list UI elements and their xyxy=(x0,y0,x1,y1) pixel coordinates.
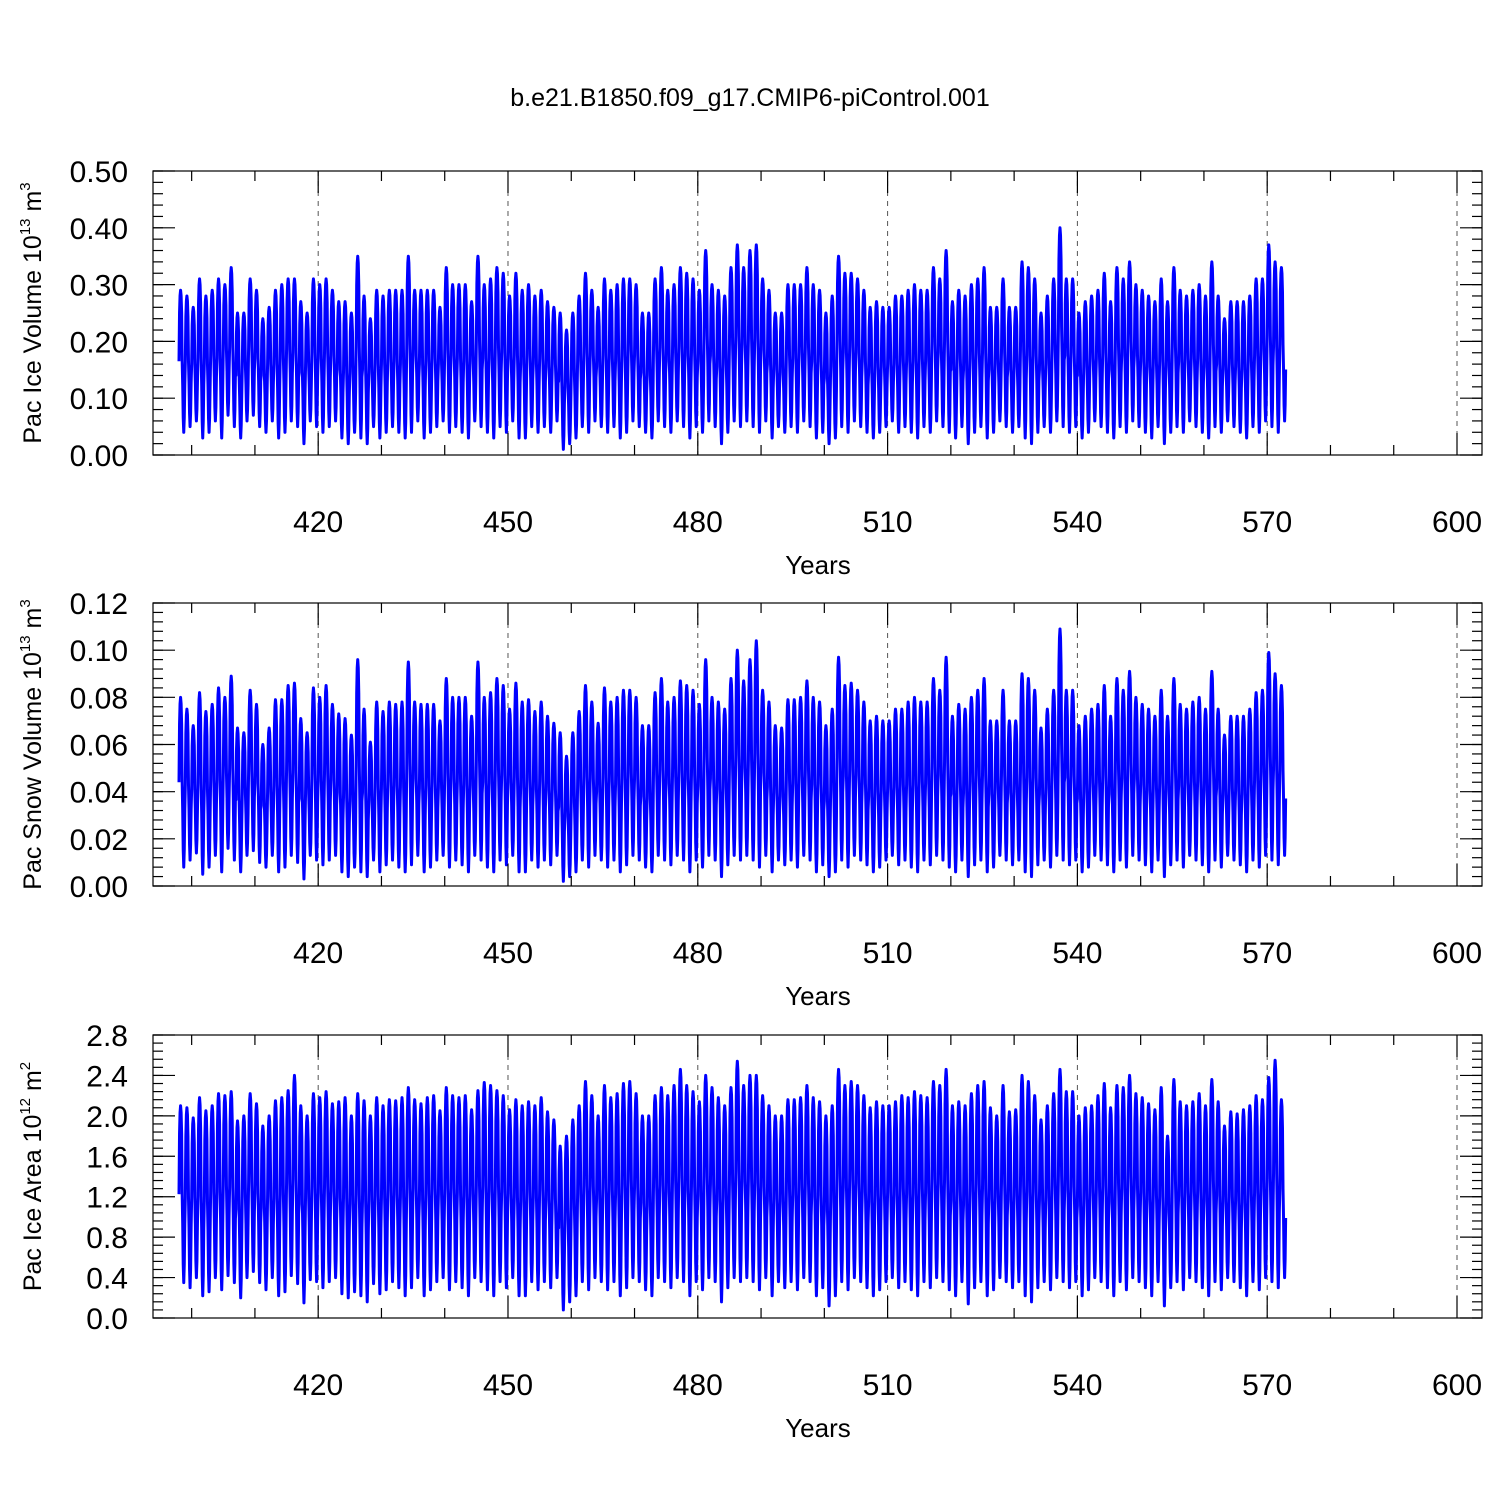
y-tick-label: 0.4 xyxy=(86,1263,128,1296)
plot-frame xyxy=(152,170,1483,456)
x-axis-label: Years xyxy=(785,1413,851,1443)
x-tick-label: 510 xyxy=(863,506,913,539)
y-label-superscript: 13 xyxy=(17,635,34,652)
series-line-3 xyxy=(177,1058,1288,1312)
y-tick-label: 0.12 xyxy=(70,588,128,621)
x-tick-label: 600 xyxy=(1432,937,1482,970)
y-tick-label: 0.30 xyxy=(70,270,128,303)
series-line-2 xyxy=(177,627,1288,883)
y-tick-label: 0.08 xyxy=(70,682,128,715)
x-tick-label: 420 xyxy=(293,937,343,970)
y-tick-label: 0.10 xyxy=(70,383,128,416)
y-tick-label: 0.20 xyxy=(70,326,128,359)
x-tick-label: 450 xyxy=(483,937,533,970)
chart-panel-3: 0.0 0.4 0.8 1.2 1.6 2.0 2.4 2.8 420 450 480 510 540 5… xyxy=(17,1020,1483,1443)
y-tick-label: 0.00 xyxy=(70,440,128,473)
x-tick-label: 540 xyxy=(1052,506,1102,539)
y-axis-label: Pac Ice Volume 1013 m3 xyxy=(17,182,47,443)
y-tick-label: 0.10 xyxy=(70,635,128,668)
plot-frame xyxy=(152,1034,1483,1319)
y-tick-label: 0.0 xyxy=(86,1303,128,1336)
panels: 0.00 0.10 0.20 0.30 0.40 0.50 420 450 480 510 540 5… xyxy=(17,156,1483,1443)
y-label-superscript: 2 xyxy=(17,1062,34,1070)
x-tick-label: 420 xyxy=(293,506,343,539)
x-tick-label: 570 xyxy=(1242,1369,1292,1402)
y-tick-label: 0.00 xyxy=(70,871,128,904)
y-tick-label: 2.8 xyxy=(86,1020,128,1053)
x-tick-label: 570 xyxy=(1242,937,1292,970)
y-axis-label: Pac Snow Volume 1013 m3 xyxy=(17,599,47,889)
y-tick-label: 1.6 xyxy=(86,1141,128,1174)
y-label-superscript: 3 xyxy=(17,182,34,190)
x-tick-label: 450 xyxy=(483,1369,533,1402)
x-tick-label: 420 xyxy=(293,1369,343,1402)
x-tick-label: 570 xyxy=(1242,506,1292,539)
y-label-text: Pac Ice Area 10 xyxy=(19,1115,47,1292)
x-tick-label: 480 xyxy=(673,1369,723,1402)
figure-title: b.e21.B1850.f09_g17.CMIP6-piControl.001 xyxy=(510,84,990,112)
y-tick-label: 1.2 xyxy=(86,1182,128,1215)
x-tick-label: 480 xyxy=(673,937,723,970)
series-line-1 xyxy=(177,226,1288,451)
y-label-text: m xyxy=(19,1070,47,1098)
x-tick-label: 540 xyxy=(1052,1369,1102,1402)
chart-panel-2: 0.00 0.02 0.04 0.06 0.08 0.10 0.12 420 450 480 510… xyxy=(17,588,1483,1011)
y-tick-label: 0.40 xyxy=(70,213,128,246)
y-label-text: m xyxy=(19,191,47,219)
x-tick-label: 600 xyxy=(1432,506,1482,539)
x-axis-label: Years xyxy=(785,550,851,580)
x-tick-label: 450 xyxy=(483,506,533,539)
y-tick-label: 0.02 xyxy=(70,824,128,857)
y-tick-label: 2.0 xyxy=(86,1101,128,1134)
x-tick-label: 600 xyxy=(1432,1369,1482,1402)
y-tick-label: 0.06 xyxy=(70,730,128,763)
y-tick-label: 0.04 xyxy=(70,777,128,810)
x-tick-label: 510 xyxy=(863,1369,913,1402)
y-tick-label: 2.4 xyxy=(86,1060,128,1093)
x-tick-label: 480 xyxy=(673,506,723,539)
y-label-superscript: 13 xyxy=(17,218,34,235)
y-label-text: Pac Snow Volume 10 xyxy=(19,652,47,890)
chart-panel-1: 0.00 0.10 0.20 0.30 0.40 0.50 420 450 480 510 540 5… xyxy=(17,156,1483,580)
x-axis-label: Years xyxy=(785,981,851,1011)
y-tick-label: 0.50 xyxy=(70,156,128,189)
y-label-superscript: 3 xyxy=(17,599,34,607)
y-label-text: m xyxy=(19,608,47,636)
y-label-text: Pac Ice Volume 10 xyxy=(19,235,47,443)
y-tick-label: 0.8 xyxy=(86,1222,128,1255)
y-axis-label: Pac Ice Area 1012 m2 xyxy=(17,1062,47,1291)
x-tick-label: 540 xyxy=(1052,937,1102,970)
x-tick-label: 510 xyxy=(863,937,913,970)
y-label-superscript: 12 xyxy=(17,1098,34,1115)
